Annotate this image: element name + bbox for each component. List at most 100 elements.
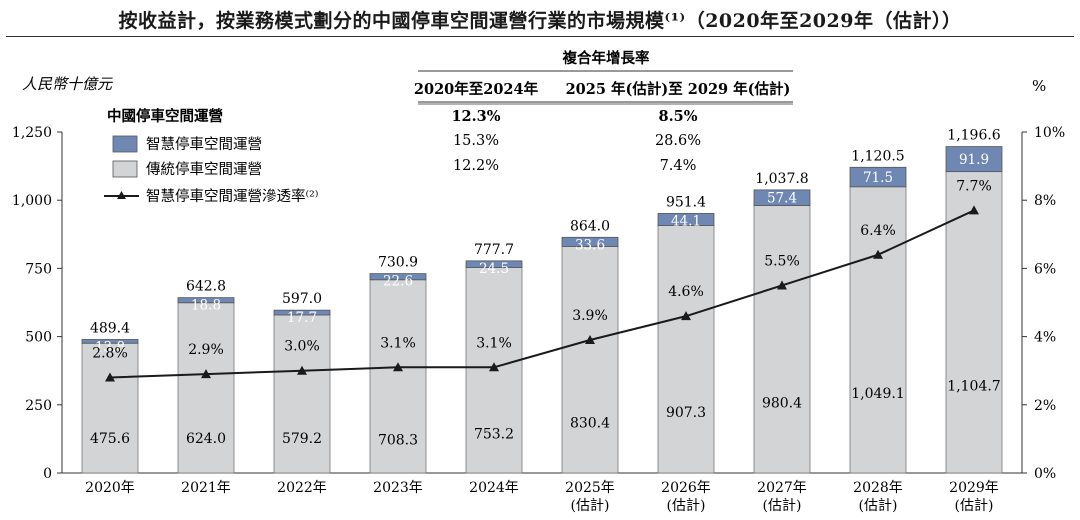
x-tick-label: 2028年: [853, 480, 903, 496]
total-label: 1,120.5: [851, 148, 904, 164]
cagr-row-label: 中國停車空間運營: [107, 107, 223, 125]
legend: 智慧停車空間運營 傳統停車空間運營 智慧停車空間運營滲透率⁽²⁾: [104, 135, 318, 205]
y-tick-label: 1,250: [12, 125, 52, 141]
y2-tick-label: 2%: [1034, 398, 1056, 414]
cagr-value: 15.3%: [453, 133, 499, 149]
smart-value-label: 17.7: [287, 310, 317, 326]
x-tick-label: 2021年: [181, 480, 231, 496]
x-tick-label: 2023年: [373, 480, 423, 496]
penetration-marker: [969, 205, 979, 215]
total-label: 951.4: [666, 194, 706, 210]
penetration-label: 2.8%: [92, 346, 128, 362]
cagr-heading: 複合年增長率: [562, 49, 650, 67]
total-label: 1,196.6: [947, 128, 1001, 144]
bar-smart: [561, 236, 619, 247]
total-label: 864.0: [570, 218, 610, 234]
x-tick-label: 2022年: [277, 480, 327, 496]
penetration-label: 3.1%: [476, 335, 512, 351]
bar-smart: [945, 146, 1003, 173]
chart-title: 按收益計，按業務模式劃分的中國停車空間運營行業的市場規模⁽¹⁾（2020年至20…: [118, 10, 962, 32]
total-label: 642.8: [186, 279, 226, 295]
plot-area: 0 250 500 750 1,000 1,250 0% 2% 4% 6% 8% 10% 489.4 13…: [12, 125, 1065, 514]
penetration-marker: [489, 362, 499, 372]
total-label: 1,037.8: [755, 171, 808, 187]
cagr-value: 12.3%: [451, 108, 500, 125]
bar-traditional: [945, 171, 1003, 474]
x-tick-label: (估計): [859, 498, 898, 514]
bar-traditional: [369, 279, 427, 474]
total-label: 597.0: [282, 291, 322, 307]
penetration-marker: [777, 280, 787, 290]
traditional-value-label: 708.3: [378, 432, 418, 448]
smart-value-label: 22.6: [383, 274, 413, 290]
x-tick-label: (估計): [667, 498, 706, 514]
smart-value-label: 33.6: [575, 237, 605, 253]
legend-label: 傳統停車空間運營: [146, 161, 262, 178]
bar-traditional: [849, 186, 907, 474]
cagr-value: 7.4%: [660, 158, 697, 174]
smart-value-label: 57.4: [767, 191, 797, 207]
traditional-value-label: 624.0: [186, 431, 226, 447]
traditional-value-label: 753.2: [474, 426, 514, 442]
legend-label: 智慧停車空間運營滲透率⁽²⁾: [146, 188, 318, 205]
y2-tick-label: 8%: [1034, 193, 1056, 209]
total-label: 489.4: [90, 320, 130, 336]
total-label: 730.9: [378, 255, 418, 271]
penetration-label: 3.1%: [380, 335, 416, 351]
penetration-label: 2.9%: [188, 342, 224, 358]
penetration-marker: [297, 365, 307, 375]
smart-value-label: 71.5: [863, 170, 893, 186]
cagr-period-header: 2020年至2024年: [414, 80, 539, 98]
penetration-label: 3.0%: [284, 339, 320, 355]
traditional-value-label: 830.4: [570, 416, 610, 432]
bar-smart: [81, 339, 139, 344]
penetration-marker: [873, 249, 883, 259]
bar-traditional: [177, 302, 235, 474]
penetration-marker: [585, 335, 595, 345]
bar-smart: [657, 213, 715, 226]
bar-traditional: [81, 342, 139, 474]
bar-smart: [177, 297, 235, 304]
cagr-value: 12.2%: [453, 158, 499, 174]
bar-smart: [753, 189, 811, 206]
penetration-label: 6.4%: [860, 223, 896, 239]
legend-swatch-smart: [112, 135, 138, 153]
legend-swatch-traditional: [112, 160, 138, 178]
cagr-value: 28.6%: [655, 133, 701, 149]
smart-value-label: 13.8: [95, 339, 125, 355]
penetration-label: 4.6%: [668, 284, 704, 300]
smart-value-label: 24.5: [479, 261, 509, 277]
bar-traditional: [657, 225, 715, 474]
traditional-value-label: 579.2: [282, 431, 322, 447]
penetration-marker: [681, 311, 691, 321]
y-tick-label: 0: [43, 466, 52, 482]
x-tick-label: (估計): [763, 498, 802, 514]
smart-value-label: 91.9: [959, 152, 989, 168]
penetration-line: [109, 209, 975, 379]
y2-tick-label: 0%: [1034, 466, 1056, 482]
penetration-label: 5.5%: [764, 253, 800, 269]
y-tick-label: 750: [25, 261, 52, 277]
traditional-value-label: 475.6: [90, 431, 130, 447]
y2-axis-label: %: [1032, 77, 1046, 95]
y-axis-label: 人民幣十億元: [22, 75, 113, 93]
x-tick-label: 2024年: [469, 480, 519, 496]
bar-traditional: [753, 205, 811, 474]
traditional-value-label: 907.3: [666, 405, 706, 421]
penetration-label: 3.9%: [572, 308, 608, 324]
y2-tick-label: 4%: [1034, 330, 1056, 346]
bar-smart: [273, 309, 331, 316]
x-tick-label: 2020年: [85, 480, 135, 496]
traditional-value-label: 1,049.1: [851, 386, 904, 402]
traditional-value-label: 1,104.7: [947, 378, 1000, 394]
bar-traditional: [561, 246, 619, 474]
bar-smart: [369, 273, 427, 281]
bar-smart: [849, 166, 907, 188]
penetration-marker: [393, 362, 403, 372]
legend-triangle-marker: [117, 191, 126, 199]
y2-tick-label: 10%: [1034, 125, 1065, 141]
legend-label: 智慧停車空間運營: [146, 136, 262, 153]
traditional-value-label: 980.4: [762, 395, 802, 411]
x-tick-label: 2027年: [757, 480, 807, 496]
